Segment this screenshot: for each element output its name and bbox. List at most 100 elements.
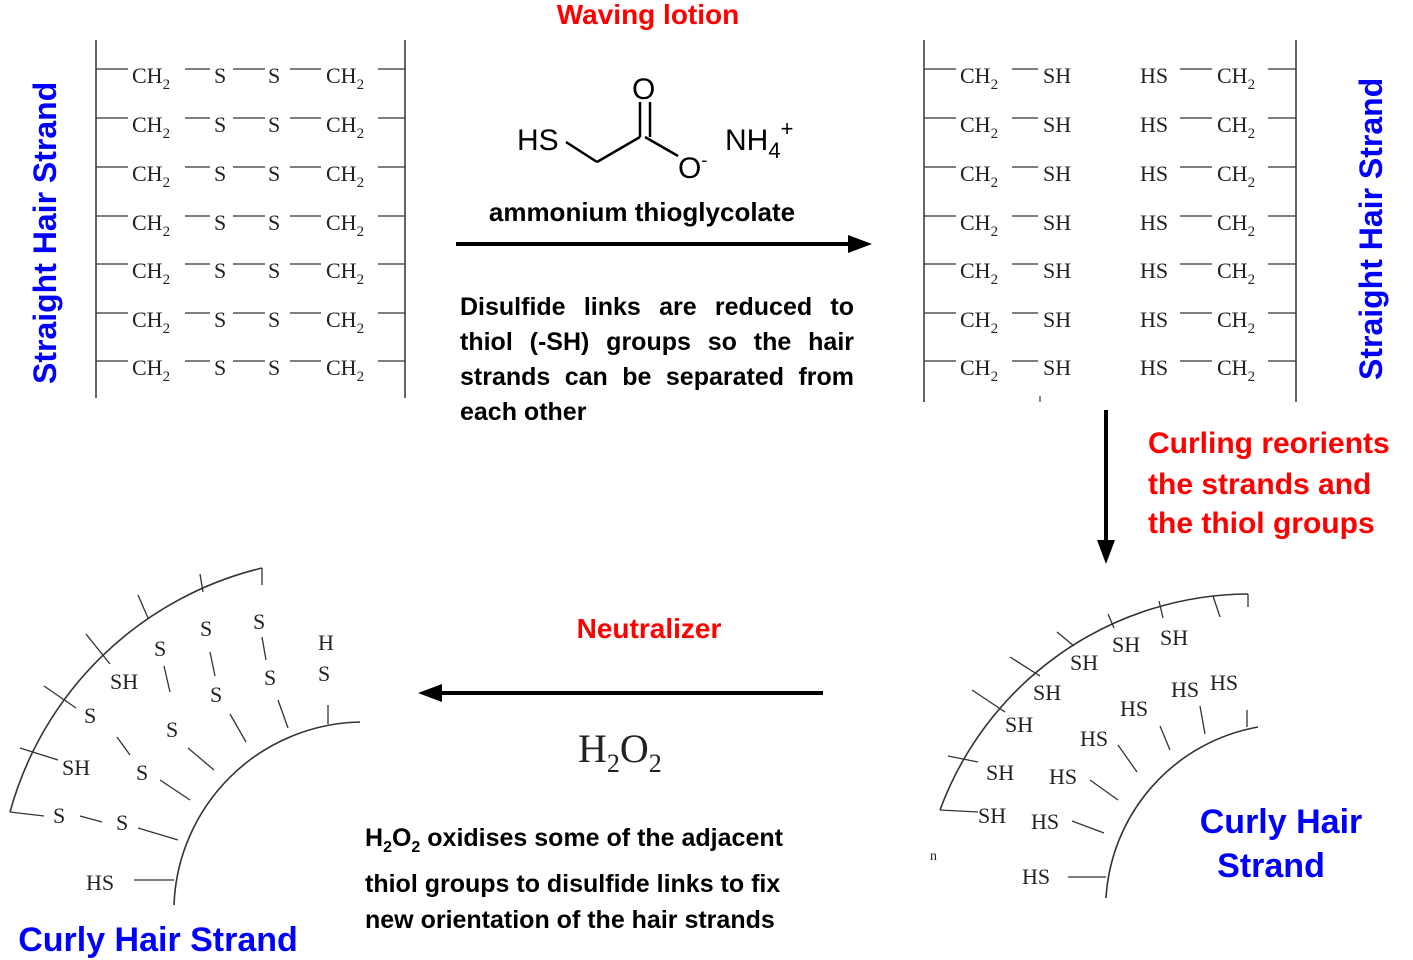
ch2-label: CH2 [960, 355, 998, 385]
oxidation-line-3: new orientation of the hair strands [365, 906, 775, 934]
ch2-label: CH2 [326, 355, 364, 385]
s-label: S [268, 307, 280, 332]
s-label: S [268, 161, 280, 186]
struct-hs: HS [517, 124, 559, 157]
rc-hs-3: HS [1120, 696, 1148, 721]
ch2-label: CH2 [1217, 112, 1255, 142]
arrow-right [456, 235, 872, 253]
ch2-label: CH2 [326, 307, 364, 337]
right-thiol-row: CH2 SH HS CH2 [924, 63, 1296, 93]
right-thiol-row: CH2 SH HS CH2 [924, 258, 1296, 288]
rc-sh-2: SH [1112, 632, 1140, 657]
ch2-label: CH2 [960, 258, 998, 288]
ch2-label: CH2 [1217, 258, 1255, 288]
lc-s-a1: S [318, 661, 330, 686]
lc-sh-2: SH [62, 755, 90, 780]
left-disulfide-row: CH2 S S CH2 [96, 112, 405, 142]
s-label: S [268, 112, 280, 137]
ch2-label: CH2 [132, 258, 170, 288]
left-disulfide-row: CH2 S S CH2 [96, 210, 405, 240]
ch2-label: CH2 [960, 210, 998, 240]
rc-sh-6: SH [986, 760, 1014, 785]
s-label: S [214, 161, 226, 186]
bond-c-c [596, 135, 641, 164]
lc-s-f1: S [53, 803, 65, 828]
waving-lotion-label: Waving lotion [557, 0, 740, 30]
right-thiol-row: CH2 SH HS CH2 [924, 307, 1296, 337]
hs-label: HS [1140, 355, 1168, 380]
struct-o-minus: O- [678, 150, 707, 185]
lc-s-e1: S [84, 703, 96, 728]
ch2-label: CH2 [326, 161, 364, 191]
ch2-label: CH2 [960, 63, 998, 93]
rc-sh-3: SH [1070, 650, 1098, 675]
ch2-label: CH2 [132, 63, 170, 93]
curly-left-label: Curly Hair Strand [18, 921, 298, 959]
sh-label: SH [1043, 355, 1071, 380]
hs-label: HS [1140, 307, 1168, 332]
lc-s-e2: S [136, 760, 148, 785]
left-disulfide-row: CH2 S S CH2 [96, 307, 405, 337]
sh-label: SH [1043, 307, 1071, 332]
oxidation-explanation: H2O2 oxidises some of the adjacent thiol… [365, 820, 865, 938]
s-label: S [214, 63, 226, 88]
ch2-label: CH2 [132, 307, 170, 337]
rc-sh-1: SH [1160, 625, 1188, 650]
reduction-explanation: Disulfide links are reduced to thiol (-S… [460, 293, 854, 426]
right-straight-label: Straight Hair Strand [1353, 78, 1389, 380]
ch2-label: CH2 [132, 355, 170, 385]
sh-label: SH [1043, 210, 1071, 235]
bond-c-o-minus [644, 135, 679, 158]
rc-corner-mark: n [930, 849, 937, 864]
right-thiol-row: CH2 SH HS CH2 [924, 210, 1296, 240]
s-label: S [214, 210, 226, 235]
ch2-label: CH2 [1217, 210, 1255, 240]
rc-sh-5: SH [1005, 712, 1033, 737]
oxidation-formula: H2O2 [365, 824, 421, 856]
left-disulfide-row: CH2 S S CH2 [96, 63, 405, 93]
s-label: S [268, 210, 280, 235]
struct-o-double: O [632, 73, 655, 106]
curling-label-2: the strands and [1148, 468, 1371, 501]
s-label: S [214, 307, 226, 332]
lc-sh-1: SH [110, 669, 138, 694]
rc-hs-4: HS [1080, 726, 1108, 751]
ch2-label: CH2 [132, 210, 170, 240]
lc-s-c1: S [200, 616, 212, 641]
curling-label-1: Curling reorients [1148, 427, 1390, 460]
left-disulfide-row: CH2 S S CH2 [96, 355, 405, 385]
s-label: S [268, 355, 280, 380]
struct-cation: NH4+ [725, 116, 793, 163]
ch2-label: CH2 [1217, 355, 1255, 385]
sh-label: SH [1043, 258, 1071, 283]
curly-right-label-1: Curly Hair [1200, 803, 1363, 841]
hs-label: HS [1140, 63, 1168, 88]
left-straight-label: Straight Hair Strand [27, 82, 63, 384]
lc-s-d1: S [154, 636, 166, 661]
lc-h: H [318, 630, 334, 655]
ch2-label: CH2 [326, 112, 364, 142]
rc-sh-7: SH [978, 803, 1006, 828]
neutralizer-label: Neutralizer [577, 613, 722, 644]
left-curly-strand: H S S S S S S S SH S S SH S S HS [9, 567, 361, 906]
left-disulfide-row: CH2 S S CH2 [96, 161, 405, 191]
sh-label: SH [1043, 63, 1071, 88]
rc-sh-4: SH [1033, 680, 1061, 705]
curly-right-label-2: Strand [1217, 847, 1325, 885]
rc-hs-6: HS [1031, 809, 1059, 834]
ch2-label: CH2 [960, 112, 998, 142]
ch2-label: CH2 [326, 210, 364, 240]
ch2-label: CH2 [960, 161, 998, 191]
lc-s-d2: S [166, 717, 178, 742]
bond-s-c [565, 140, 598, 164]
right-curly-strand: SH SH SH SH SH SH SH HS HS HS HS HS HS H… [930, 593, 1259, 899]
rc-hs-5: HS [1049, 764, 1077, 789]
hs-label: HS [1140, 210, 1168, 235]
ch2-label: CH2 [960, 307, 998, 337]
thioglycolate-structure: HS O O- NH4+ [517, 73, 793, 185]
s-label: S [214, 355, 226, 380]
s-label: S [268, 63, 280, 88]
oxidation-line-1: oxidises some of the adjacent [420, 824, 783, 852]
